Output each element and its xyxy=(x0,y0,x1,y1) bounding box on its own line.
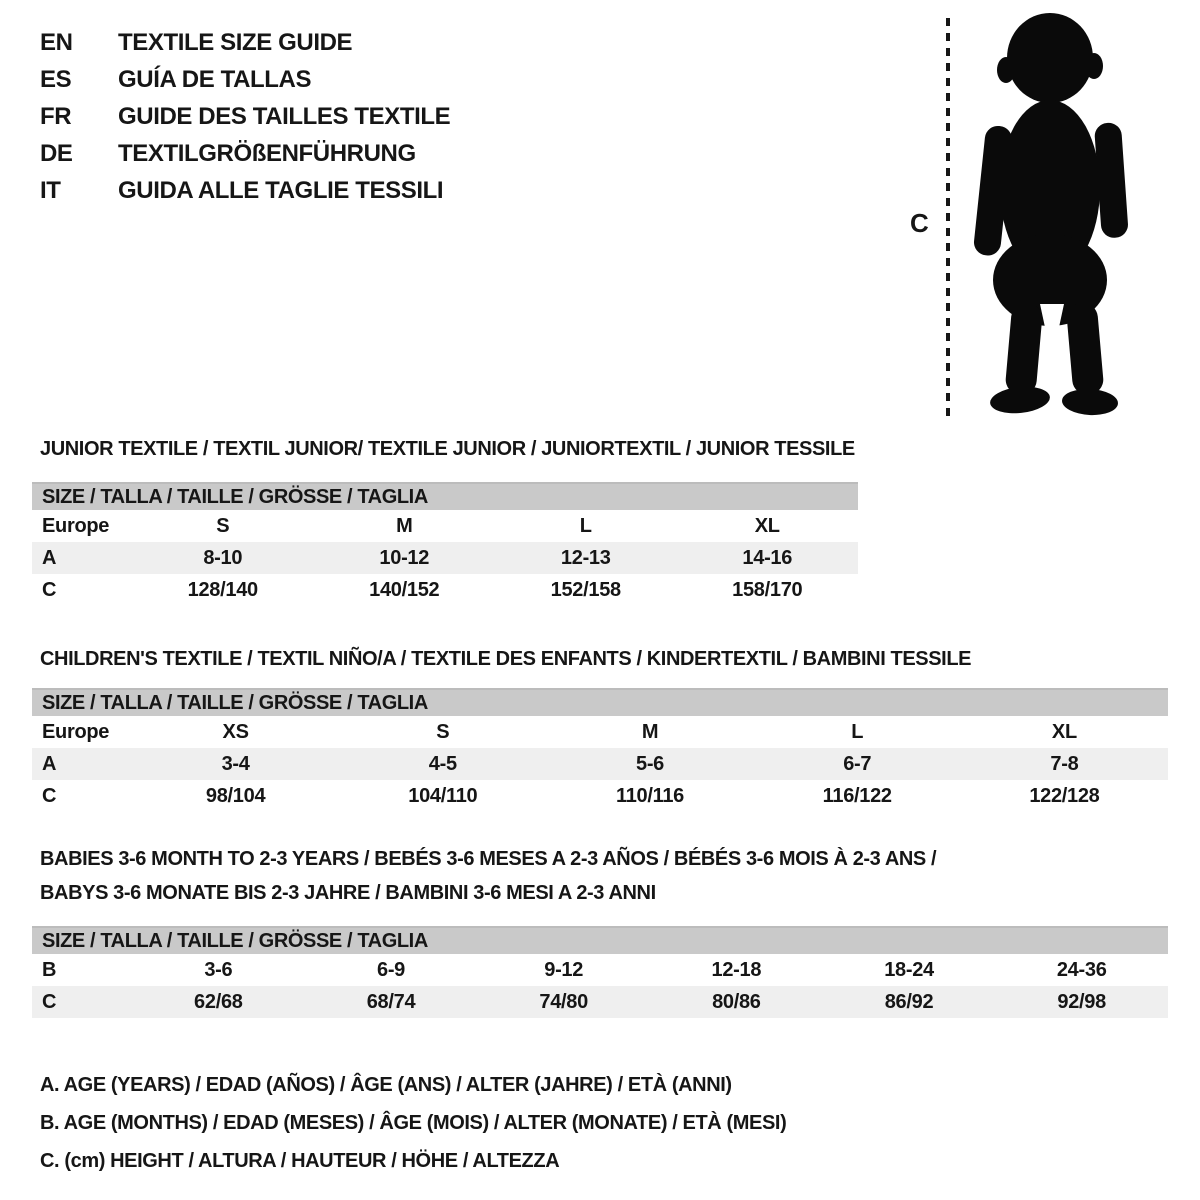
cell-value: 152/158 xyxy=(550,579,622,601)
language-title: TEXTILE SIZE GUIDE xyxy=(118,29,353,56)
table-row: Europe S M L XL xyxy=(32,510,858,542)
language-title: GUIDE DES TAILLES TEXTILE xyxy=(118,103,451,130)
language-title: GUIDA ALLE TAGLIE TESSILI xyxy=(118,177,444,204)
section-title-children: CHILDREN'S TEXTILE / TEXTIL NIÑO/A / TEX… xyxy=(40,642,971,676)
cell-value: 7-8 xyxy=(1050,753,1079,775)
cell-value: XS xyxy=(222,721,249,743)
cell-value: 24-36 xyxy=(1056,959,1107,981)
measure-legend: A. AGE (YEARS) / EDAD (AÑOS) / ÂGE (ANS)… xyxy=(40,1066,787,1180)
cell-value: 12-18 xyxy=(711,959,762,981)
height-measure-label: C xyxy=(910,208,929,238)
language-code: FR xyxy=(40,103,72,130)
language-title: TEXTILGRÖßENFÜHRUNG xyxy=(118,140,416,167)
cell-value: M xyxy=(396,515,413,537)
table-rows: Europe S M L XL A 8-10 10-12 12-13 14-16 C 128/140 1… xyxy=(32,510,858,606)
cell-value: 12-13 xyxy=(560,547,611,569)
table-size-header: SIZE / TALLA / TAILLE / GRÖSSE / TAGLIA xyxy=(32,688,1168,716)
cell-value: XL xyxy=(1051,721,1077,743)
cell-value: 5-6 xyxy=(636,753,665,775)
cell-value: 98/104 xyxy=(205,785,266,807)
height-measure-dashed-line xyxy=(946,18,950,416)
toddler-silhouette-icon xyxy=(973,13,1128,416)
table-size-header: SIZE / TALLA / TAILLE / GRÖSSE / TAGLIA xyxy=(32,926,1168,954)
cell-value: 116/122 xyxy=(822,785,892,807)
cell-value: 62/68 xyxy=(194,991,243,1013)
section-title-line: BABYS 3-6 MONATE BIS 2-3 JAHRE / BAMBINI… xyxy=(40,882,656,904)
row-label: C xyxy=(42,785,57,807)
cell-value: 6-7 xyxy=(843,753,872,775)
cell-value: M xyxy=(641,721,659,743)
cell-value: 3-4 xyxy=(221,753,250,775)
language-code: ES xyxy=(40,66,72,93)
table-rows: Europe XS S M L XL A 3-4 4-5 5-6 6-7 7-8 C 98/104 104/… xyxy=(32,716,1168,812)
cell-value: 3-6 xyxy=(204,959,233,981)
table-row: C 98/104 104/110 110/116 116/122 122/128 xyxy=(32,780,1168,812)
cell-value: 14-16 xyxy=(742,547,793,569)
table-row: A 8-10 10-12 12-13 14-16 xyxy=(32,542,858,574)
table-row: A 3-4 4-5 5-6 6-7 7-8 xyxy=(32,748,1168,780)
table-rows: B 3-6 6-9 9-12 12-18 18-24 24-36 C 62/68 68/74 74/… xyxy=(32,954,1168,1018)
language-row: EN TEXTILE SIZE GUIDE xyxy=(40,24,450,61)
cell-value: 80/86 xyxy=(712,991,761,1013)
cell-value: XL xyxy=(754,515,780,537)
language-row: DE TEXTILGRÖßENFÜHRUNG xyxy=(40,135,450,172)
legend-line-c: C. (cm) HEIGHT / ALTURA / HAUTEUR / HÖHE… xyxy=(40,1150,560,1172)
cell-value: L xyxy=(579,515,592,537)
junior-size-table: SIZE / TALLA / TAILLE / GRÖSSE / TAGLIA … xyxy=(32,482,858,606)
cell-value: 104/110 xyxy=(408,785,478,807)
table-row: C 128/140 140/152 152/158 158/170 xyxy=(32,574,858,606)
table-size-header: SIZE / TALLA / TAILLE / GRÖSSE / TAGLIA xyxy=(32,482,858,510)
section-title-junior: JUNIOR TEXTILE / TEXTIL JUNIOR/ TEXTILE … xyxy=(40,432,855,466)
cell-value: 92/98 xyxy=(1057,991,1106,1013)
cell-value: 10-12 xyxy=(379,547,430,569)
row-label: Europe xyxy=(42,721,110,743)
cell-value: L xyxy=(851,721,864,743)
language-code: DE xyxy=(40,140,73,167)
cell-value: 18-24 xyxy=(884,959,934,981)
table-row: B 3-6 6-9 9-12 12-18 18-24 24-36 xyxy=(32,954,1168,986)
cell-value: 4-5 xyxy=(428,753,457,775)
babies-size-table: SIZE / TALLA / TAILLE / GRÖSSE / TAGLIA … xyxy=(32,926,1168,1018)
language-title: GUÍA DE TALLAS xyxy=(118,66,312,93)
cell-value: S xyxy=(436,721,450,743)
row-label: C xyxy=(42,991,57,1013)
cell-value: 122/128 xyxy=(1029,785,1100,807)
row-label: A xyxy=(42,547,57,569)
cell-value: 86/92 xyxy=(884,991,934,1013)
cell-value: 140/152 xyxy=(369,579,440,601)
legend-line-a: A. AGE (YEARS) / EDAD (AÑOS) / ÂGE (ANS)… xyxy=(40,1074,732,1096)
language-code: EN xyxy=(40,29,73,56)
cell-value: 68/74 xyxy=(366,991,416,1013)
section-title-line: BABIES 3-6 MONTH TO 2-3 YEARS / BEBÉS 3-… xyxy=(40,848,937,870)
row-label: Europe xyxy=(42,515,110,537)
legend-line-b: B. AGE (MONTHS) / EDAD (MESES) / ÂGE (MO… xyxy=(40,1112,787,1134)
language-row: FR GUIDE DES TAILLES TEXTILE xyxy=(40,98,451,135)
cell-value: 128/140 xyxy=(187,579,259,601)
row-label: A xyxy=(42,753,57,775)
language-code: IT xyxy=(40,177,61,204)
table-row: Europe XS S M L XL xyxy=(32,716,1168,748)
row-label: C xyxy=(42,579,57,601)
cell-value: 6-9 xyxy=(377,959,406,981)
language-row: IT GUIDA ALLE TAGLIE TESSILI xyxy=(40,172,450,209)
section-title-babies: BABIES 3-6 MONTH TO 2-3 YEARS / BEBÉS 3-… xyxy=(40,842,937,910)
section-title-line: CHILDREN'S TEXTILE / TEXTIL NIÑO/A / TEX… xyxy=(40,648,972,670)
cell-value: 9-12 xyxy=(544,959,584,981)
children-size-table: SIZE / TALLA / TAILLE / GRÖSSE / TAGLIA … xyxy=(32,688,1168,812)
cell-value: 110/116 xyxy=(616,785,684,807)
table-row: C 62/68 68/74 74/80 80/86 86/92 92/98 xyxy=(32,986,1168,1018)
cell-value: 74/80 xyxy=(539,991,588,1013)
row-label: B xyxy=(42,959,57,981)
section-title-line: JUNIOR TEXTILE / TEXTIL JUNIOR/ TEXTILE … xyxy=(40,438,855,460)
cell-value: 8-10 xyxy=(203,547,243,569)
cell-value: 158/170 xyxy=(732,579,803,601)
language-row: ES GUÍA DE TALLAS xyxy=(40,61,450,98)
cell-value: S xyxy=(216,515,230,537)
language-title-list: EN TEXTILE SIZE GUIDE ES GUÍA DE TALLAS … xyxy=(40,24,451,209)
